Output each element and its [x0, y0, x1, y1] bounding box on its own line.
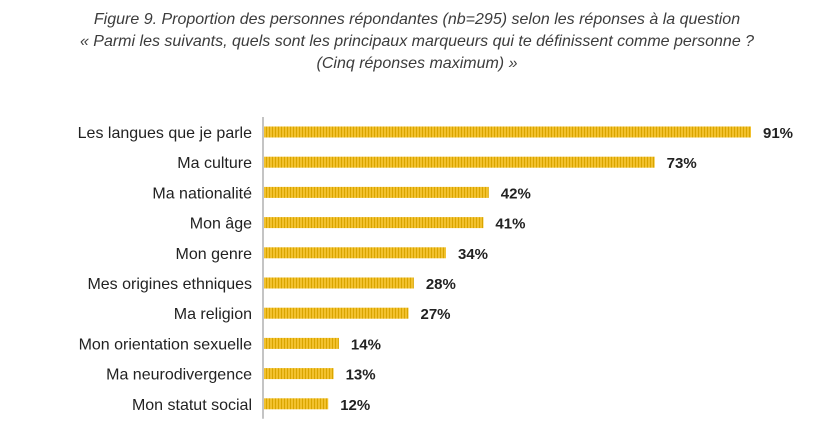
value-label: 73% — [667, 155, 697, 172]
bar-row: Mes origines ethniques 28% — [87, 276, 455, 293]
value-label: 91% — [763, 125, 793, 142]
chart-title-line-1: Figure 9. Proportion des personnes répon… — [93, 11, 741, 28]
bar — [264, 368, 334, 380]
value-label: 27% — [420, 306, 450, 323]
bar-row: Mon statut social 12% — [132, 397, 370, 414]
bar — [264, 126, 751, 138]
bar — [264, 277, 414, 289]
category-label: Les langues que je parle — [78, 125, 252, 142]
bar-row: Mon orientation sexuelle 14% — [79, 336, 381, 353]
bar-row: Ma neurodivergence 13% — [106, 367, 375, 384]
value-label: 34% — [458, 246, 488, 263]
category-label: Mon statut social — [132, 397, 252, 414]
bar — [264, 156, 655, 168]
category-label: Ma neurodivergence — [106, 367, 252, 384]
value-label: 12% — [340, 397, 370, 414]
bar-row: Ma nationalité 42% — [152, 185, 530, 202]
category-label: Mon genre — [176, 246, 253, 263]
category-label: Ma religion — [174, 306, 252, 323]
value-label: 41% — [495, 216, 525, 233]
category-label: Ma nationalité — [152, 185, 252, 202]
bar — [264, 217, 484, 229]
bar-row: Les langues que je parle 91% — [78, 125, 793, 142]
value-label: 13% — [346, 367, 376, 384]
bar-row: Ma religion 27% — [174, 306, 451, 323]
chart-title-line-2: « Parmi les suivants, quels sont les pri… — [79, 33, 755, 50]
bar — [264, 337, 339, 349]
value-label: 28% — [426, 276, 456, 293]
bar — [264, 307, 409, 319]
bar-row: Ma culture 73% — [177, 155, 696, 172]
category-label: Mes origines ethniques — [87, 276, 252, 293]
bar — [264, 186, 489, 198]
chart-title-line-3: (Cinq réponses maximum) » — [316, 55, 518, 72]
category-label: Mon orientation sexuelle — [79, 336, 253, 353]
bar-row: Mon âge 41% — [190, 216, 526, 233]
bar — [264, 247, 446, 259]
category-label: Ma culture — [177, 155, 252, 172]
bar — [264, 398, 329, 410]
value-label: 14% — [351, 336, 381, 353]
bars-layer: Les langues que je parle 91% Ma culture 73%… — [78, 125, 793, 414]
category-label: Mon âge — [190, 216, 252, 233]
bar-row: Mon genre 34% — [176, 246, 488, 263]
value-label: 42% — [501, 185, 531, 202]
